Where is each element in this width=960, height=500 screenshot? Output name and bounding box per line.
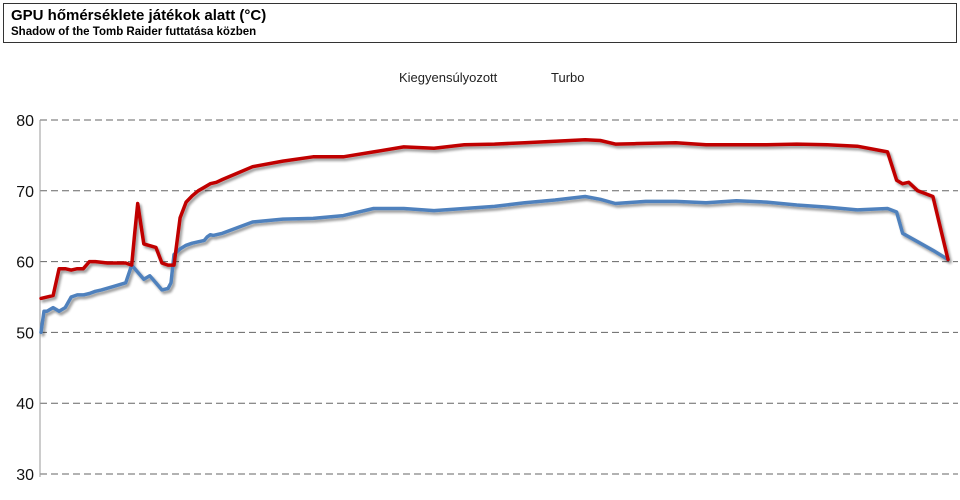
y-tick-label: 30 xyxy=(16,467,34,484)
chart-title: GPU hőmérséklete játékok alatt (°C) xyxy=(11,7,267,24)
series-lines xyxy=(39,138,950,335)
y-tick-label: 60 xyxy=(16,255,34,272)
y-tick-label: 50 xyxy=(16,325,34,342)
legend-label-kiegyensulyozott: Kiegyensúlyozott xyxy=(399,70,498,85)
chart-title-box: GPU hőmérséklete játékok alatt (°C) Shad… xyxy=(3,3,957,43)
y-tick-label: 40 xyxy=(16,396,34,413)
series-line-turbo xyxy=(39,138,950,301)
chart-legend: Kiegyensúlyozott Turbo xyxy=(368,70,584,85)
y-axis-ticks: 30 40 50 60 70 80 xyxy=(16,113,34,484)
legend-label-turbo: Turbo xyxy=(551,70,584,85)
chart-subtitle: Shadow of the Tomb Raider futtatása közb… xyxy=(11,26,257,38)
grid-lines xyxy=(40,119,958,475)
y-tick-label: 70 xyxy=(16,184,34,201)
series-line-kiegyensulyozott xyxy=(39,194,950,335)
y-tick-label: 80 xyxy=(16,113,34,130)
